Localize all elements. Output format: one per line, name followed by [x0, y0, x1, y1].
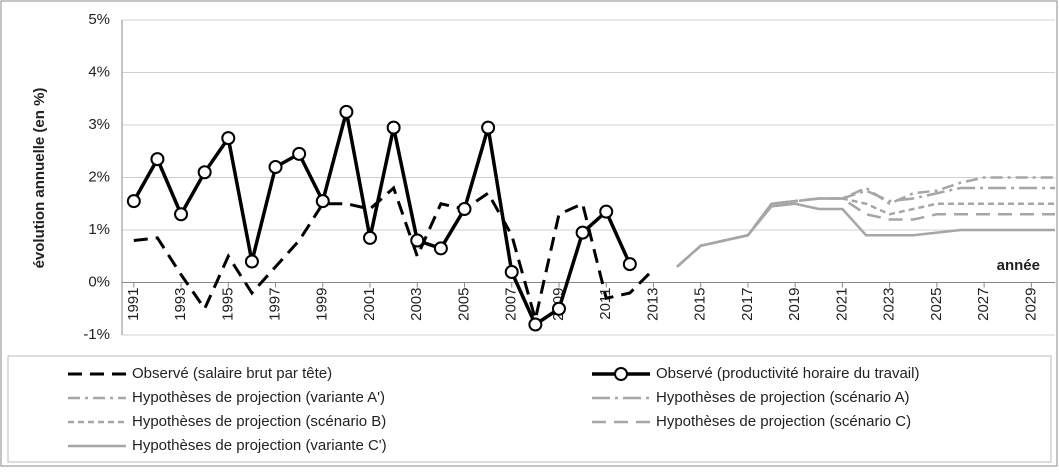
data-point [268, 160, 283, 174]
legend-label: Observé (productivité horaire du travail… [656, 365, 919, 382]
x-tick-label: 2003 [408, 288, 425, 321]
x-tick-label: 1991 [125, 288, 142, 321]
x-tick-label: 2001 [361, 288, 378, 321]
legend-label: Hypothèses de projection (scénario C) [656, 413, 911, 430]
y-axis-label: évolution annuelle (en %) [31, 88, 48, 269]
data-point [315, 194, 330, 209]
x-tick-label: 2015 [692, 288, 709, 321]
x-tick-label: 1997 [267, 288, 284, 321]
x-tick-label: 2007 [503, 288, 520, 321]
data-point [244, 254, 259, 269]
legend-marker [614, 367, 628, 381]
x-tick-label: 1993 [172, 288, 189, 321]
y-tick-label: 0% [88, 273, 110, 290]
data-point [363, 230, 378, 245]
x-tick-label: 2021 [833, 288, 850, 321]
x-tick-label: 2027 [975, 288, 992, 321]
legend-label: Hypothèses de projection (variante A') [132, 389, 385, 406]
data-point [575, 225, 590, 240]
x-tick-label: 2019 [786, 288, 803, 321]
data-point [150, 152, 165, 167]
data-point [528, 317, 543, 332]
data-point [174, 207, 189, 222]
data-point [126, 194, 141, 209]
series-line [133, 185, 655, 320]
y-tick-label: 5% [88, 11, 110, 28]
y-tick-label: 3% [88, 116, 110, 133]
x-tick-label: 2011 [597, 288, 614, 320]
legend-label: Hypothèses de projection (scénario A) [656, 389, 909, 406]
data-point [599, 204, 614, 219]
x-tick-label: 2025 [928, 288, 945, 321]
legend-box [7, 355, 1052, 463]
y-tick-label: 4% [88, 63, 110, 80]
x-tick-label: 2023 [881, 288, 898, 321]
legend-label: Hypothèses de projection (variante C') [132, 437, 387, 454]
series-line [676, 176, 1055, 268]
series-line [132, 111, 632, 328]
data-point [481, 120, 496, 135]
data-point [504, 265, 519, 279]
y-tick-label: 2% [88, 168, 110, 185]
annotation: année [997, 257, 1040, 274]
x-tick-label: 2029 [1022, 288, 1039, 321]
data-point [410, 233, 425, 248]
data-point [386, 120, 401, 135]
legend-label: Observé (salaire brut par tête) [132, 365, 332, 382]
data-point [221, 131, 236, 146]
data-point [339, 104, 354, 119]
x-tick-label: 2013 [644, 288, 661, 321]
y-tick-label: 1% [88, 221, 110, 238]
data-point [197, 165, 212, 180]
data-point [622, 257, 637, 272]
x-tick-label: 2005 [455, 288, 472, 321]
x-tick-label: 1999 [314, 288, 331, 321]
data-point [292, 146, 307, 161]
series-line [676, 202, 1055, 268]
data-point [551, 301, 566, 316]
x-tick-label: 2017 [739, 288, 756, 321]
x-tick-label: 1995 [219, 288, 236, 321]
data-point [433, 241, 448, 256]
legend-label: Hypothèses de projection (scénario B) [132, 413, 386, 430]
data-point [457, 202, 472, 216]
y-tick-label: -1% [83, 326, 110, 343]
